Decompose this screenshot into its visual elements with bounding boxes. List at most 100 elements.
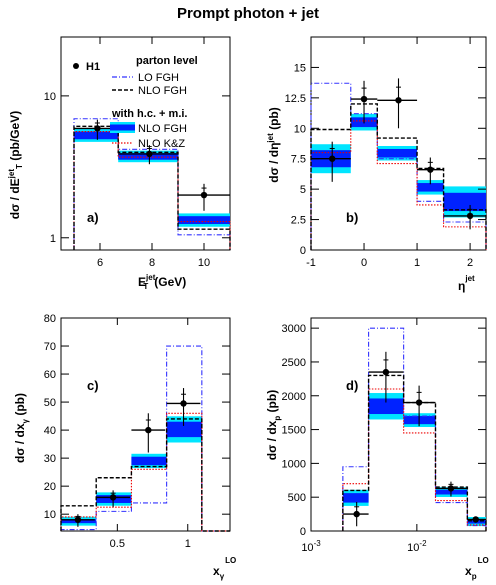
- y-tick-label: 1000: [282, 458, 306, 470]
- band-inner-bar: [178, 216, 230, 225]
- data-point: [427, 166, 434, 173]
- y-tick-label: 10: [44, 509, 56, 521]
- y-tick-label: 20: [44, 481, 56, 493]
- legend-data-label: H1: [86, 61, 100, 73]
- legend-band-swatch-inner: [110, 124, 135, 131]
- data-point: [200, 191, 208, 199]
- y-tick-label: 10: [44, 91, 56, 103]
- panel-a-ylabel-text: dσ / dEjetT (pb/GeV): [7, 111, 24, 219]
- panel-label: b): [346, 210, 358, 225]
- x-tick-label: 10: [198, 257, 210, 269]
- x-tick-label: 6: [97, 257, 103, 269]
- band-inner-bar: [342, 493, 369, 503]
- panel-d-ylabel-text: dσ / dxp (pb): [265, 390, 282, 460]
- panel-d-plot: 10-3 10-2 0 500 1000 1500 2000 2500 3000 d): [282, 317, 487, 554]
- plot-frame: [310, 317, 487, 532]
- x-tick-label: -1: [306, 257, 316, 269]
- band-inner-bar: [131, 456, 167, 466]
- panel-b-ylabel: dσ / dηjet (pb): [266, 107, 281, 183]
- y-tick-label: 3000: [282, 323, 306, 335]
- y-tick-label: 12.5: [285, 93, 306, 105]
- y-tick-label: 40: [44, 425, 56, 437]
- y-tick-label: 2.5: [291, 215, 306, 227]
- figure-title: Prompt photon + jet: [177, 5, 319, 22]
- y-tick-label: 0: [300, 245, 306, 257]
- x-tick-label: 10-3: [301, 539, 321, 554]
- legend-nlo-fgh-label: NLO FGH: [138, 85, 187, 97]
- x-tick-label: 8: [149, 257, 155, 269]
- panel-a-plot: 6 8 10 1 10 a): [44, 36, 231, 269]
- y-tick-label: 15: [294, 62, 306, 74]
- x-tick-label: 0.5: [110, 538, 125, 550]
- lo-fgh-histogram: [73, 118, 231, 250]
- data-point: [415, 399, 423, 406]
- panel-b-xlabel: ηjet: [458, 274, 475, 293]
- panel-label: c): [87, 378, 99, 393]
- data-point: [180, 400, 187, 407]
- x-tick-label: 2: [467, 257, 473, 269]
- y-tick-label: 30: [44, 453, 56, 465]
- panel-c: 0.5 1 10 20 30 40 50 60 70 80 c) dσ / dxγ (pb) xγL…: [13, 313, 236, 581]
- x-tick-label: 1: [414, 257, 420, 269]
- panel-label: a): [87, 210, 99, 225]
- legend-hcmi-header: with h.c. + m.i.: [111, 108, 188, 120]
- panel-c-xlabel: xγLO: [213, 556, 236, 581]
- panel-a-ylabel: dσ / dEjetT (pb/GeV): [7, 111, 24, 219]
- data-point: [329, 155, 336, 162]
- data-point: [109, 494, 117, 501]
- panel-c-ylabel-text: dσ / dxγ (pb): [13, 393, 30, 463]
- data-point: [360, 95, 368, 103]
- nlo-fgh-parton-histogram: [310, 103, 487, 250]
- y-tick-label: 500: [288, 492, 306, 504]
- x-tick-label: 0: [361, 257, 367, 269]
- panel-b-ylabel-text: dσ / dηjet (pb): [266, 107, 281, 183]
- x-tick-label: 10-2: [407, 539, 427, 554]
- y-tick-label: 60: [44, 369, 56, 381]
- nlo-fgh-parton-histogram: [342, 374, 487, 531]
- band-inner-bar: [368, 398, 404, 415]
- plot-frame: [60, 36, 231, 251]
- y-tick-label: 80: [44, 313, 56, 325]
- data-point: [395, 97, 402, 104]
- y-tick-label: 1: [50, 233, 56, 245]
- band-inner-bar: [166, 421, 202, 438]
- data-point: [146, 150, 153, 158]
- legend-data-marker: [73, 63, 79, 69]
- data-point: [145, 426, 152, 434]
- data-point: [74, 516, 82, 523]
- legend-kz-label: NLO K&Z: [138, 138, 185, 150]
- legend: H1 parton level LO FGH NLO FGH with h.c.…: [73, 55, 198, 150]
- lo-fgh-histogram: [60, 345, 230, 532]
- panel-a-xlabel: Ejet T (GeV): [138, 273, 186, 291]
- band-inner-bar: [74, 131, 119, 140]
- data-point: [353, 510, 360, 518]
- panel-d: 10-3 10-2 0 500 1000 1500 2000 2500 3000 d) dσ / …: [265, 317, 489, 581]
- y-tick-label: 2000: [282, 391, 306, 403]
- data-point: [447, 485, 455, 492]
- panel-d-ylabel: dσ / dxp (pb): [265, 390, 282, 460]
- legend-band-label: NLO FGH: [138, 123, 187, 135]
- legend-lo-fgh-label: LO FGH: [138, 72, 179, 84]
- plot-frame: [310, 36, 487, 251]
- data-point: [466, 212, 474, 220]
- y-tick-label: 70: [44, 341, 56, 353]
- nlo-kz-histogram: [342, 388, 487, 531]
- legend-parton-header: parton level: [136, 55, 198, 67]
- y-tick-label: 1500: [282, 425, 306, 437]
- plot-frame: [60, 317, 231, 532]
- y-tick-label: 50: [44, 397, 56, 409]
- nlo-fgh-parton-histogram: [60, 418, 230, 532]
- panel-label: d): [346, 378, 358, 393]
- data-point: [472, 516, 479, 523]
- panel-d-xlabel: xpLO: [465, 556, 489, 581]
- data-point: [382, 368, 390, 376]
- y-tick-label: 10: [294, 123, 306, 135]
- panel-c-ylabel: dσ / dxγ (pb): [13, 393, 30, 463]
- y-tick-label: 2500: [282, 357, 306, 369]
- panel-a: 6 8 10 1 10 a) dσ / dEjetT (pb/GeV) Ejet T (GeV…: [7, 36, 231, 291]
- panel-c-plot: 0.5 1 10 20 30 40 50 60 70 80 c): [44, 313, 231, 550]
- y-tick-label: 7.5: [291, 154, 306, 166]
